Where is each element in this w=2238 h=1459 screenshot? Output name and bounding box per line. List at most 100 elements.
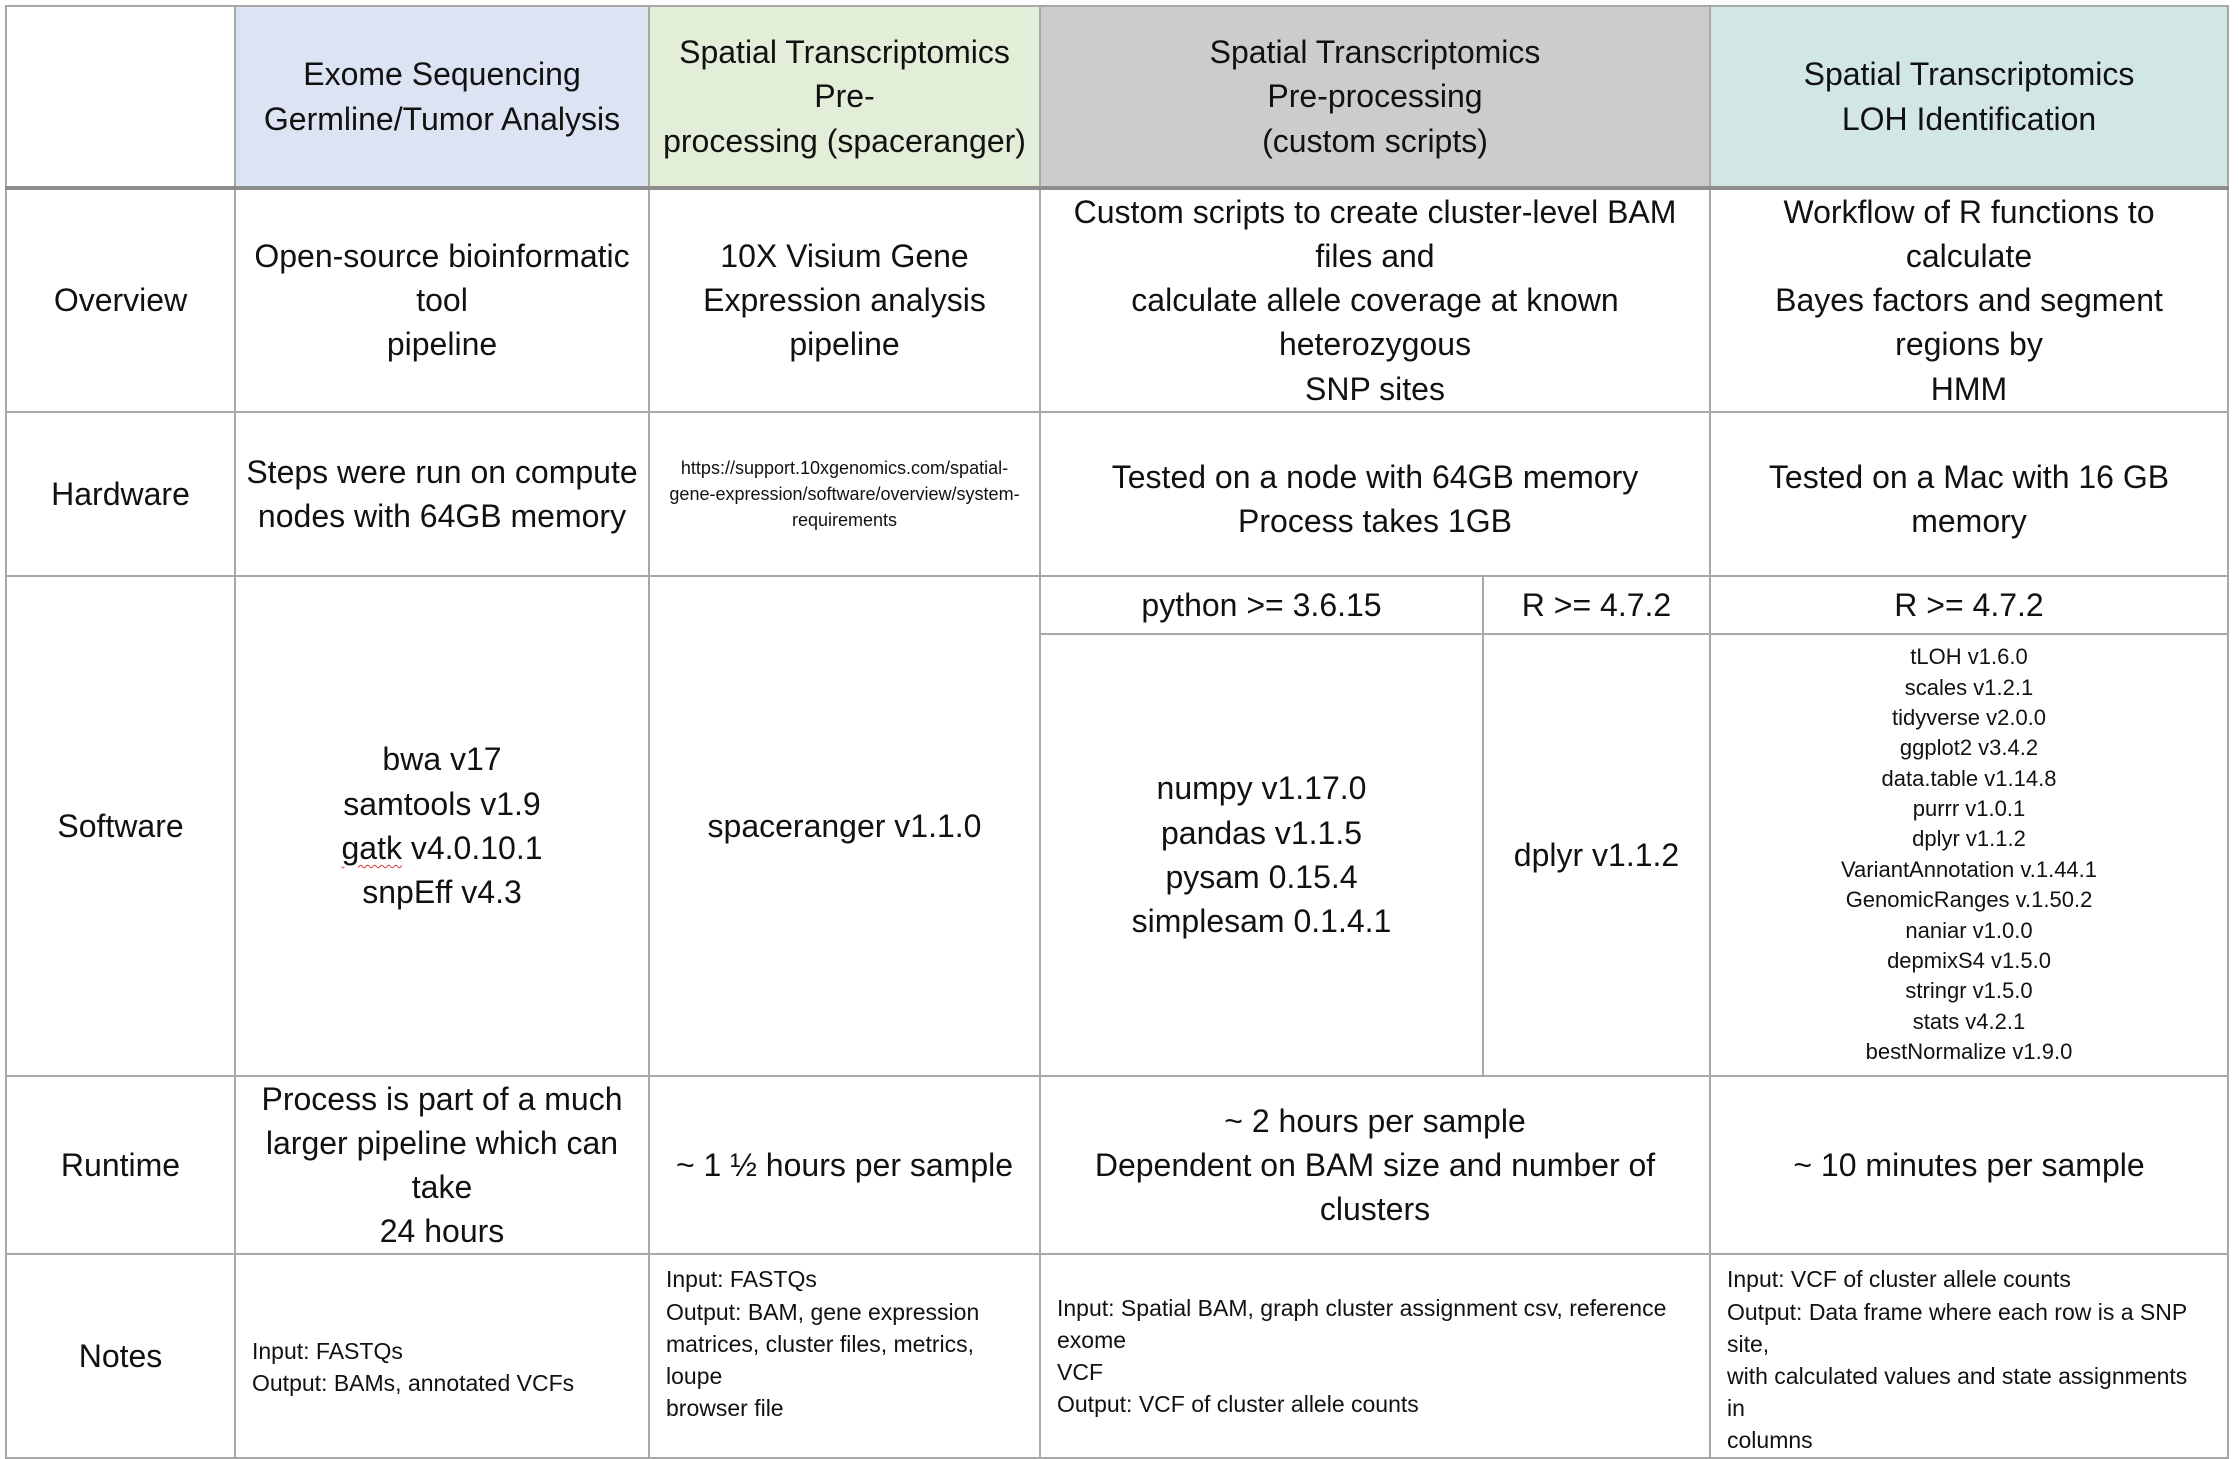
- runtime-row: Runtime Process is part of a much larger …: [5, 1074, 2229, 1256]
- software-r-packages-line: dplyr v1.1.2: [1513, 836, 1680, 873]
- runtime-custom-line: ~ 2 hours per sample: [1224, 1102, 1526, 1139]
- notes-loh-line: Output: Data frame where each row is a S…: [1727, 1298, 2187, 1357]
- software-loh-packages-line: VariantAnnotation v.1.44.1: [1840, 856, 2098, 882]
- software-loh-packages-line: purrr v1.0.1: [1912, 796, 2026, 822]
- software-header-row: Software bwa v17 samtools v1.9 gatk v4.0…: [5, 574, 2229, 1077]
- header-custom-scripts-line: (custom scripts): [1262, 122, 1488, 159]
- header-custom-scripts-line: Pre-processing: [1267, 78, 1483, 115]
- notes-custom-line: Output: VCF of cluster allele counts: [1057, 1391, 1419, 1418]
- overview-exome: Open-source bioinformatic tool pipeline: [234, 187, 650, 413]
- overview-spaceranger-line: Expression analysis pipeline: [703, 282, 986, 363]
- software-loh-header: R >= 4.7.2: [1709, 574, 2229, 635]
- header-loh: Spatial Transcriptomics LOH Identificatio…: [1709, 5, 2229, 190]
- overview-loh: Workflow of R functions to calculate Baye…: [1709, 187, 2229, 413]
- software-exome: bwa v17 samtools v1.9 gatk v4.0.10.1 snp…: [234, 574, 650, 1077]
- header-exome-line: Germline/Tumor Analysis: [263, 100, 621, 137]
- header-custom-scripts: Spatial Transcriptomics Pre-processing (cu…: [1039, 5, 1711, 190]
- software-loh-packages-line: stringr v1.5.0: [1905, 978, 2033, 1004]
- hardware-spaceranger-link[interactable]: https://support.10xgenomics.com/spatial-…: [648, 410, 1041, 577]
- software-loh-packages-line: ggplot2 v3.4.2: [1899, 735, 2039, 761]
- software-spaceranger: spaceranger v1.1.0: [648, 574, 1041, 1077]
- software-loh-packages-line: dplyr v1.1.2: [1912, 826, 2026, 852]
- notes-spaceranger-line: browser file: [666, 1395, 784, 1422]
- software-exome-item: bwa v17: [382, 741, 502, 778]
- header-loh-line: Spatial Transcriptomics: [1803, 56, 2135, 93]
- overview-custom-line: Custom scripts to create cluster-level B…: [1073, 194, 1677, 275]
- overview-loh-line: Bayes factors and segment regions by: [1775, 282, 2163, 363]
- software-loh-packages-line: tLOH v1.6.0: [1910, 644, 2028, 670]
- row-label-runtime: Runtime: [5, 1074, 236, 1256]
- software-loh-packages-line: bestNormalize v1.9.0: [1865, 1038, 2073, 1064]
- hardware-spaceranger-link-line: https://support.10xgenomics.com/spatial-: [680, 457, 1009, 478]
- header-exome-line: Exome Sequencing: [303, 56, 581, 93]
- header-row: Exome Sequencing Germline/Tumor Analysis …: [5, 5, 2229, 190]
- notes-exome-line: Output: BAMs, annotated VCFs: [252, 1369, 575, 1396]
- software-exome-item: gatk v4.0.10.1: [246, 826, 638, 870]
- software-loh-packages-line: stats v4.2.1: [1912, 1008, 2026, 1034]
- software-python-packages-line: pandas v1.1.5: [1160, 814, 1363, 851]
- notes-spaceranger: Input: FASTQs Output: BAM, gene expressio…: [648, 1253, 1041, 1459]
- runtime-exome-line: 24 hours: [379, 1213, 505, 1250]
- row-label-overview: Overview: [5, 187, 236, 413]
- software-r-packages: dplyr v1.1.2: [1482, 632, 1711, 1077]
- header-custom-scripts-line: Spatial Transcriptomics: [1209, 34, 1541, 71]
- gatk-spellcheck-word: gatk: [341, 829, 402, 866]
- notes-loh-line: columns: [1727, 1427, 1813, 1454]
- notes-custom-line: Input: Spatial BAM, graph cluster assign…: [1057, 1294, 1667, 1353]
- software-packages-row: numpy v1.17.0 pandas v1.1.5 pysam 0.15.4 si…: [6, 632, 2229, 1077]
- corner-cell: [5, 5, 236, 190]
- notes-spaceranger-line: matrices, cluster files, metrics, loupe: [666, 1330, 974, 1389]
- software-loh-packages-line: tidyverse v2.0.0: [1891, 704, 2047, 730]
- pipeline-comparison-table: Exome Sequencing Germline/Tumor Analysis …: [5, 5, 2229, 1459]
- hardware-loh: Tested on a Mac with 16 GB memory: [1709, 410, 2229, 577]
- notes-custom-line: VCF: [1057, 1358, 1103, 1385]
- overview-spaceranger-line: 10X Visium Gene: [720, 238, 969, 275]
- runtime-custom-line: Dependent on BAM size and number of clus…: [1094, 1147, 1656, 1228]
- row-label-notes: Notes: [5, 1253, 236, 1459]
- software-spaceranger-line: spaceranger v1.1.0: [707, 807, 982, 844]
- hardware-custom-line: Process takes 1GB: [1238, 502, 1512, 539]
- header-spaceranger: Spatial Transcriptomics Pre-processing (…: [648, 5, 1041, 190]
- notes-exome-line: Input: FASTQs: [252, 1337, 403, 1364]
- overview-custom-line: SNP sites: [1305, 370, 1445, 407]
- notes-loh: Input: VCF of cluster allele counts Outpu…: [1709, 1253, 2229, 1459]
- software-loh-packages-line: scales v1.2.1: [1904, 674, 2034, 700]
- runtime-loh-line: ~ 10 minutes per sample: [1793, 1147, 2145, 1184]
- software-python-packages-line: pysam 0.15.4: [1165, 858, 1358, 895]
- software-python-header: python >= 3.6.15: [1039, 574, 1484, 635]
- overview-loh-line: HMM: [1930, 370, 2008, 407]
- software-loh-packages: tLOH v1.6.0 scales v1.2.1 tidyverse v2.0.0…: [1709, 632, 2229, 1077]
- notes-custom: Input: Spatial BAM, graph cluster assign…: [1039, 1253, 1711, 1459]
- runtime-loh: ~ 10 minutes per sample: [1709, 1074, 2229, 1256]
- overview-loh-line: Workflow of R functions to calculate: [1783, 194, 2155, 275]
- hardware-row: Hardware Steps were run on compute nodes …: [5, 410, 2229, 577]
- hardware-spaceranger-link-line: gene-expression/software/overview/system…: [669, 483, 1020, 504]
- notes-spaceranger-line: Input: FASTQs: [666, 1266, 817, 1293]
- software-exome-item: snpEff v4.3: [362, 873, 522, 910]
- overview-custom: Custom scripts to create cluster-level B…: [1039, 187, 1711, 413]
- software-loh-packages-line: GenomicRanges v.1.50.2: [1845, 887, 2093, 913]
- overview-exome-line: pipeline: [386, 326, 498, 363]
- software-loh-packages-line: depmixS4 v1.5.0: [1887, 947, 2051, 973]
- header-exome: Exome Sequencing Germline/Tumor Analysis: [234, 5, 650, 190]
- hardware-exome-line: Steps were run on compute: [246, 453, 638, 490]
- notes-exome: Input: FASTQs Output: BAMs, annotated VCF…: [234, 1253, 650, 1459]
- header-loh-line: LOH Identification: [1841, 100, 2097, 137]
- header-spaceranger-line: Spatial Transcriptomics Pre-: [679, 34, 1010, 115]
- runtime-spaceranger: ~ 1 ½ hours per sample: [648, 1074, 1041, 1256]
- gatk-version: v4.0.10.1: [401, 829, 543, 866]
- notes-loh-line: Input: VCF of cluster allele counts: [1727, 1266, 2071, 1293]
- hardware-exome: Steps were run on compute nodes with 64GB…: [234, 410, 650, 577]
- hardware-spaceranger-link-line: requirements: [791, 509, 898, 530]
- hardware-exome-line: nodes with 64GB memory: [257, 497, 627, 534]
- notes-spaceranger-line: Output: BAM, gene expression: [666, 1298, 980, 1325]
- software-python-packages: numpy v1.17.0 pandas v1.1.5 pysam 0.15.4 si…: [1039, 632, 1484, 1077]
- software-python-packages-line: simplesam 0.1.4.1: [1131, 902, 1392, 939]
- software-r-header: R >= 4.7.2: [1482, 574, 1711, 635]
- hardware-custom: Tested on a node with 64GB memory Process…: [1039, 410, 1711, 577]
- notes-loh-line: with calculated values and state assignm…: [1727, 1362, 2188, 1422]
- runtime-exome-line: Process is part of a much: [261, 1080, 623, 1117]
- runtime-spaceranger-line: ~ 1 ½ hours per sample: [675, 1147, 1014, 1184]
- runtime-custom: ~ 2 hours per sample Dependent on BAM siz…: [1039, 1074, 1711, 1256]
- row-label-hardware: Hardware: [5, 410, 236, 577]
